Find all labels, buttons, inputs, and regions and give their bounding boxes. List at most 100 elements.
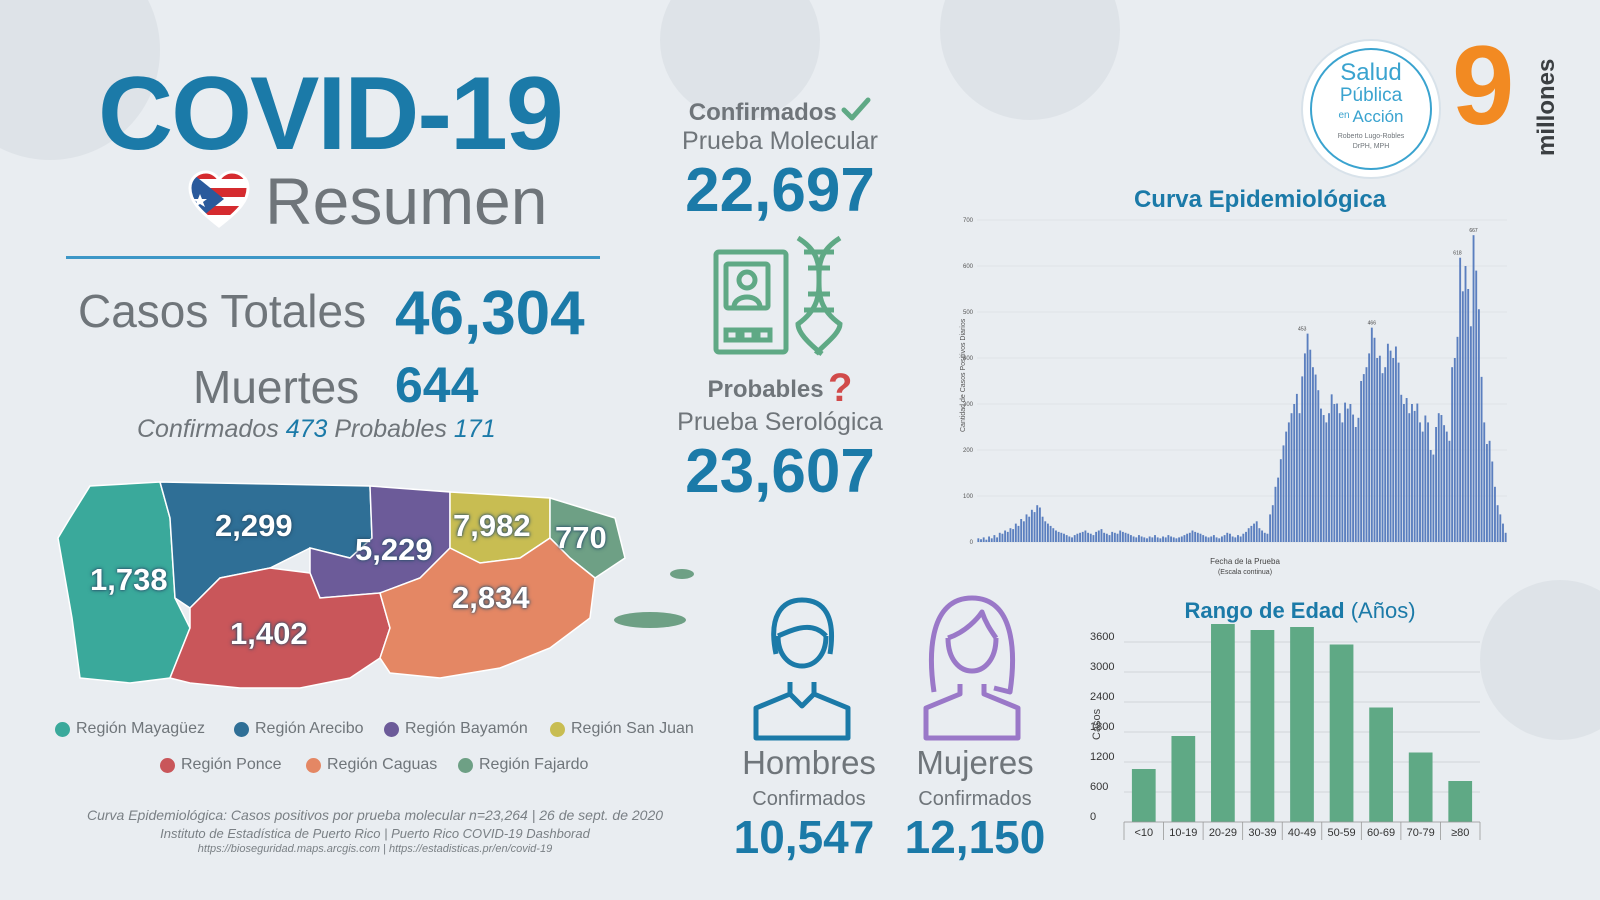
epi-bar	[1394, 346, 1397, 542]
epi-bar	[1097, 530, 1100, 542]
epi-bar	[1491, 461, 1494, 542]
epi-bar	[1293, 404, 1296, 542]
epi-bar	[1087, 532, 1090, 542]
epi-bar	[1255, 521, 1258, 542]
epi-bar	[1362, 374, 1365, 542]
legend-dot	[458, 757, 473, 773]
epi-bar	[1105, 533, 1108, 542]
total-cases-label: Casos Totales	[78, 285, 367, 337]
map-value-bayamon: 5,229	[355, 532, 433, 567]
age-x-ticks: <10 10-19 20-29 30-39 40-49 50-59 60-69 70-79 ≥8…	[1123, 821, 1481, 840]
background-virus-decoration	[940, 0, 1120, 120]
epi-data-label: 667	[1469, 228, 1478, 234]
epi-bar	[1381, 373, 1384, 542]
legend-label: Región Bayamón	[405, 720, 528, 737]
epi-y-tick-label: 600	[963, 264, 974, 270]
age-bar	[1171, 736, 1196, 822]
epi-bar	[1068, 536, 1071, 542]
epi-bar	[1432, 454, 1435, 542]
legend-item-arecibo: Región Arecibo	[234, 720, 364, 738]
epi-bar	[1472, 235, 1475, 542]
page-title: COVID-19	[98, 56, 564, 172]
epi-bar	[1502, 523, 1504, 542]
epi-bar	[1306, 333, 1309, 542]
epi-bar	[1349, 404, 1352, 542]
epi-bar	[1156, 537, 1159, 542]
region-map-svg	[57, 481, 694, 689]
age-bar	[1290, 627, 1314, 822]
epi-bar	[1386, 343, 1389, 542]
logo-line-1: Salud	[1340, 59, 1401, 86]
epi-bar	[1448, 440, 1451, 542]
age-y-tick-label: 2400	[1090, 691, 1114, 703]
legend-label: Región Mayagüez	[76, 720, 205, 737]
legend-label: Región Ponce	[181, 756, 282, 773]
epi-bar	[1022, 521, 1025, 542]
legend-label: Región Fajardo	[479, 756, 589, 773]
salud-publica-logo: Salud Pública en Acción Roberto Lugo-Rob…	[1301, 39, 1441, 179]
total-cases-value: 46,304	[395, 279, 585, 348]
legend-item-caguas: Región Caguas	[306, 756, 437, 774]
epi-bar	[1333, 404, 1336, 542]
epi-bar	[1175, 538, 1178, 542]
puerto-rico-flag-heart-icon	[188, 170, 250, 228]
epi-bar	[1239, 536, 1242, 542]
epi-bar	[1344, 402, 1346, 542]
epi-bar	[1295, 393, 1298, 542]
epi-bar	[1403, 404, 1405, 542]
epi-bar	[1033, 512, 1036, 542]
millones-logo-text: millones	[1533, 59, 1560, 156]
epi-bar	[1416, 403, 1419, 542]
epi-bar	[1271, 505, 1274, 542]
epi-bar	[1277, 477, 1280, 542]
epi-bar	[1210, 536, 1213, 542]
epi-bar	[1314, 374, 1317, 542]
epi-bar	[1218, 538, 1221, 542]
men-sublabel: Confirmados	[752, 788, 866, 810]
epi-bar	[1400, 394, 1403, 542]
legend-dot	[550, 721, 565, 737]
logo-line-2: Pública	[1340, 85, 1403, 106]
epi-y-tick-label: 0	[970, 540, 974, 546]
age-bar	[1369, 707, 1393, 822]
epi-bar	[1183, 535, 1186, 542]
epi-bar	[1071, 537, 1073, 542]
age-range-chart: 0 600 1200 1800 2400 3000 3600 <10 10-19 20-29 30…	[1090, 624, 1481, 840]
map-value-san-juan: 7,982	[453, 508, 531, 543]
epi-bar	[1014, 523, 1017, 542]
legend-item-san-juan: Región San Juan	[550, 720, 694, 738]
epi-bar	[1041, 516, 1044, 542]
epi-bar	[982, 537, 985, 542]
epi-bar	[1025, 514, 1028, 542]
epi-bar	[1100, 529, 1103, 542]
legend-item-bayamon: Región Bayamón	[384, 720, 528, 738]
epi-bar	[1073, 535, 1076, 542]
epi-bar	[1178, 537, 1181, 542]
epi-bar	[1038, 507, 1041, 542]
age-bar	[1448, 781, 1473, 822]
epi-bar	[993, 535, 996, 542]
epi-y-tick-label: 700	[963, 218, 974, 224]
epi-bar	[1202, 535, 1205, 542]
age-x-tick-label: 60-69	[1367, 827, 1395, 839]
confirmed-heading-row: Confirmados	[660, 96, 900, 127]
source-line-1: Curva Epidemiológica: Casos positivos po…	[86, 807, 664, 823]
epi-bar	[1437, 413, 1440, 542]
epi-bar	[1274, 486, 1277, 542]
epi-y-tick-label: 300	[963, 402, 974, 408]
epi-bar	[1320, 408, 1322, 542]
epi-bar	[1496, 505, 1499, 542]
puerto-rico-region-map: 1,738 2,299 5,229 7,982 770 1,402 2,834	[50, 478, 710, 710]
epi-bar	[977, 538, 980, 542]
deaths-probable-value: 171	[453, 415, 496, 443]
epi-bar	[1143, 537, 1146, 542]
age-bar	[1131, 769, 1156, 822]
epi-bar	[1373, 337, 1376, 542]
legend-dot	[234, 721, 249, 737]
men-label: Hombres	[742, 744, 876, 781]
epi-bar	[1309, 349, 1312, 542]
epi-bar	[1341, 422, 1344, 542]
deaths-confirmed-label: Confirmados	[137, 415, 279, 443]
epi-bar	[1148, 536, 1151, 542]
epi-bar	[1376, 358, 1379, 542]
